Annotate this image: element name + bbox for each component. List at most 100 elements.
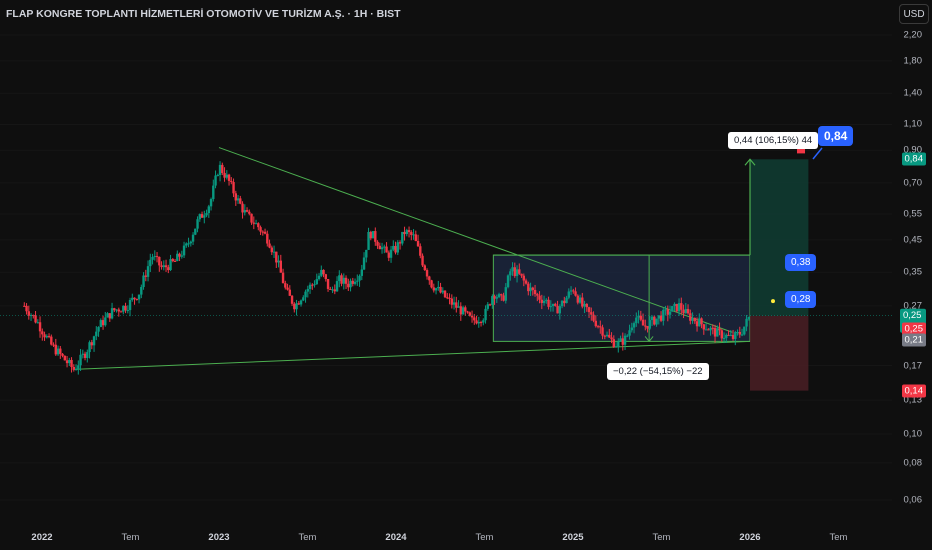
candle-body bbox=[558, 306, 561, 314]
y-tick-label: 0,35 bbox=[903, 266, 923, 278]
candle-body bbox=[122, 305, 125, 312]
candle-body bbox=[185, 243, 188, 246]
candle-body bbox=[693, 317, 696, 322]
candle-body bbox=[596, 326, 600, 328]
candle-body bbox=[583, 303, 586, 307]
candle-body bbox=[630, 327, 633, 331]
x-tick-label: Tem bbox=[829, 532, 848, 543]
candle-body bbox=[745, 318, 748, 327]
candle-body bbox=[299, 300, 303, 305]
candle-body bbox=[313, 284, 316, 286]
candle-body bbox=[412, 234, 415, 236]
candle-body bbox=[227, 174, 231, 181]
candle-body bbox=[315, 279, 318, 285]
measure-up-label[interactable]: 0,44 (106,15%) 44 bbox=[728, 132, 819, 149]
candle-body bbox=[252, 222, 255, 224]
candle-body bbox=[378, 245, 381, 250]
price-badge: 0,14 bbox=[901, 384, 926, 398]
level-label-038[interactable]: 0,38 bbox=[785, 254, 817, 271]
candle-body bbox=[470, 315, 474, 318]
candle-body bbox=[302, 297, 305, 301]
candle-body bbox=[266, 233, 269, 244]
candle-body bbox=[635, 317, 638, 324]
candle-body bbox=[250, 213, 253, 223]
candle-body bbox=[137, 294, 141, 300]
candle-body bbox=[311, 284, 314, 286]
candle-body bbox=[232, 182, 235, 194]
candle-body bbox=[304, 291, 307, 298]
candle-body bbox=[682, 309, 685, 314]
candle-body bbox=[637, 315, 640, 318]
candle-body bbox=[709, 327, 712, 331]
level-label-028[interactable]: 0,28 bbox=[785, 291, 817, 308]
candle-body bbox=[536, 294, 539, 296]
candle-body bbox=[718, 328, 721, 331]
candle-body bbox=[569, 290, 573, 292]
candle-body bbox=[556, 305, 559, 314]
candle-body bbox=[257, 223, 260, 228]
candle-body bbox=[88, 342, 91, 353]
measure-down-label[interactable]: −0,22 (−54,15%) −22 bbox=[607, 363, 709, 380]
candle-body bbox=[601, 327, 604, 336]
candle-body bbox=[659, 315, 663, 321]
candle-body bbox=[673, 303, 676, 307]
candle-body bbox=[747, 317, 750, 319]
candle-body bbox=[554, 303, 557, 306]
candle-body bbox=[72, 367, 75, 370]
candle-body bbox=[644, 325, 647, 327]
candle-body bbox=[149, 259, 152, 267]
target-flag bbox=[797, 147, 805, 154]
candle-body bbox=[104, 317, 107, 326]
candle-body bbox=[272, 251, 276, 253]
candle-body bbox=[594, 320, 597, 327]
candle-body bbox=[54, 344, 57, 355]
candle-body bbox=[216, 174, 219, 176]
candle-body bbox=[565, 297, 568, 304]
measure-down-arrowhead bbox=[644, 336, 654, 343]
candle-body bbox=[486, 304, 489, 309]
candle-body bbox=[477, 322, 480, 324]
candle-body bbox=[702, 324, 705, 330]
candle-body bbox=[385, 246, 388, 253]
candle-body bbox=[626, 335, 629, 337]
candle-body bbox=[347, 283, 350, 288]
y-tick-label: 0,06 bbox=[903, 494, 923, 506]
candle-body bbox=[707, 329, 710, 331]
candle-body bbox=[551, 303, 555, 307]
candle-body bbox=[241, 203, 244, 213]
candle-body bbox=[518, 269, 521, 274]
candle-body bbox=[610, 337, 613, 340]
candle-body bbox=[729, 334, 732, 336]
candle-body bbox=[549, 306, 552, 308]
currency-button[interactable]: USD bbox=[899, 4, 929, 24]
candle-body bbox=[421, 255, 424, 266]
candle-body bbox=[335, 281, 339, 292]
candle-body bbox=[308, 284, 312, 290]
x-tick-label: Tem bbox=[475, 532, 494, 543]
candle-body bbox=[270, 247, 273, 253]
price-badge: 0,25 bbox=[901, 322, 926, 336]
candle-body bbox=[353, 281, 357, 284]
candle-body bbox=[223, 173, 226, 178]
y-tick-label: 0,45 bbox=[903, 234, 923, 246]
candle-body bbox=[142, 275, 145, 288]
range-box bbox=[492, 254, 751, 342]
x-tick-label: Tem bbox=[298, 532, 317, 543]
candle-body bbox=[43, 334, 46, 338]
candle-body bbox=[90, 342, 93, 346]
candle-body bbox=[585, 303, 588, 308]
candle-body bbox=[450, 298, 453, 305]
target-price-label[interactable]: 0,84 bbox=[818, 126, 854, 146]
candle-body bbox=[203, 215, 206, 218]
candle-body bbox=[488, 304, 492, 306]
candle-body bbox=[567, 291, 570, 298]
candle-body bbox=[169, 259, 172, 271]
candle-body bbox=[542, 300, 546, 303]
candle-body bbox=[473, 317, 476, 321]
candle-body bbox=[725, 334, 728, 338]
candle-body bbox=[101, 320, 105, 326]
candle-body bbox=[207, 206, 210, 214]
candle-body bbox=[547, 299, 550, 307]
candle-body bbox=[128, 299, 132, 311]
